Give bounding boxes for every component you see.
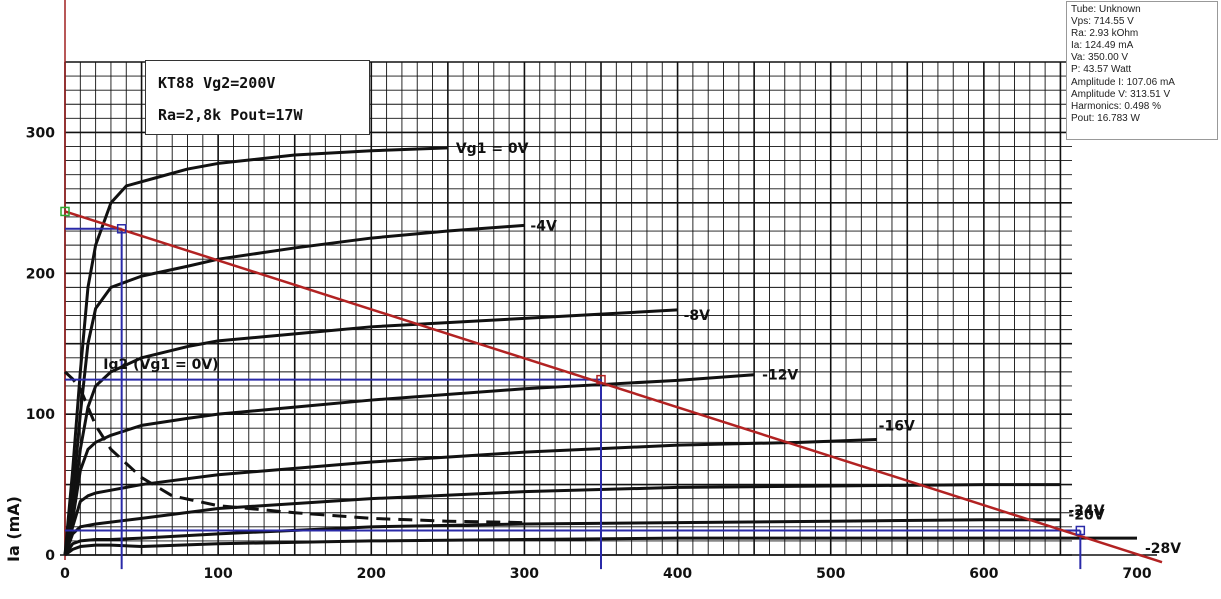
series-line-2 [63, 308, 678, 556]
curve-label-3: -12V [762, 368, 798, 384]
series-line-7 [64, 536, 1137, 557]
x-tick-label: 100 [204, 566, 233, 582]
info-amplitude-i: Amplitude I: 107.06 mA [1071, 76, 1175, 88]
x-tick-label: 200 [357, 566, 386, 582]
info-ia: Ia: 124.49 mA [1071, 40, 1134, 52]
chart-axes [60, 0, 1157, 560]
chart-grid [64, 61, 1072, 556]
load-line [64, 210, 1163, 564]
curve-label-5: -20V [1068, 508, 1104, 524]
y-tick-label: 0 [45, 548, 55, 564]
chart-title-line-2: Ra=2,8k Pout=17W [158, 106, 303, 124]
curve-label-2: -8V [684, 308, 711, 324]
curve-label-0: Vg1 = 0V [456, 141, 529, 157]
x-tick-label: 600 [969, 566, 998, 582]
info-tube: Tube: Unknown [1071, 4, 1141, 15]
y-tick-label: 100 [26, 407, 55, 423]
info-harmonics: Harmonics: 0.498 % [1071, 100, 1162, 112]
marker-0 [60, 206, 70, 217]
series-line-6 [63, 518, 1061, 556]
curve-label-8: Ig2 (Vg1 = 0V) [103, 357, 218, 373]
info-ra: Ra: 2.93 kOhm [1071, 28, 1139, 40]
info-pout: Pout: 16.783 W [1071, 112, 1140, 124]
x-tick-label: 0 [60, 566, 70, 582]
y-axis-label: Ia (mA) [2, 470, 23, 562]
curve-label-1: -4V [530, 218, 557, 234]
curve-labels: Vg1 = 0V -4V -8V -12V -16V -20V-24V -28V Ig2 (V… [103, 141, 1181, 557]
y-tick-label: 300 [26, 125, 55, 141]
load-line-overlay [60, 206, 1163, 570]
x-tick-label: 400 [663, 566, 692, 582]
series-line-0 [63, 146, 448, 556]
operating-point-info-panel: Tube: Unknown Vps: 714.55 V Ra: 2.93 kOh… [1066, 1, 1218, 140]
y-tick-label: 200 [26, 266, 55, 282]
info-amplitude-v: Amplitude V: 313.51 V [1071, 88, 1171, 100]
curve-label-7: -28V [1145, 541, 1181, 557]
chart-title-box: KT88 Vg2=200V Ra=2,8k Pout=17W [145, 60, 370, 135]
marker-1 [116, 224, 127, 234]
info-va: Va: 350.00 V [1071, 52, 1129, 64]
axis-tick-labels: 0 100 200 300 400 500 600 700 0 100 200 300 [26, 125, 1152, 582]
marker-3 [1075, 525, 1086, 536]
series-line-5 [63, 483, 1061, 556]
series-line-4 [63, 437, 877, 556]
series-line-8 [63, 370, 525, 525]
series-line-3 [63, 373, 755, 556]
chart-title-line-1: KT88 Vg2=200V [158, 74, 276, 92]
x-tick-label: 700 [1122, 566, 1151, 582]
info-power: P: 43.57 Watt [1071, 64, 1132, 76]
curve-label-4: -16V [879, 418, 915, 434]
series-line-1 [63, 223, 525, 556]
info-vps: Vps: 714.55 V [1071, 16, 1134, 28]
curve-label-6: -24V [1068, 503, 1104, 519]
y-axis-label-text: Ia (mA) [4, 496, 23, 562]
x-tick-label: 300 [510, 566, 539, 582]
marker-2 [596, 374, 606, 385]
plate-curves [63, 146, 1137, 557]
x-tick-label: 500 [816, 566, 845, 582]
